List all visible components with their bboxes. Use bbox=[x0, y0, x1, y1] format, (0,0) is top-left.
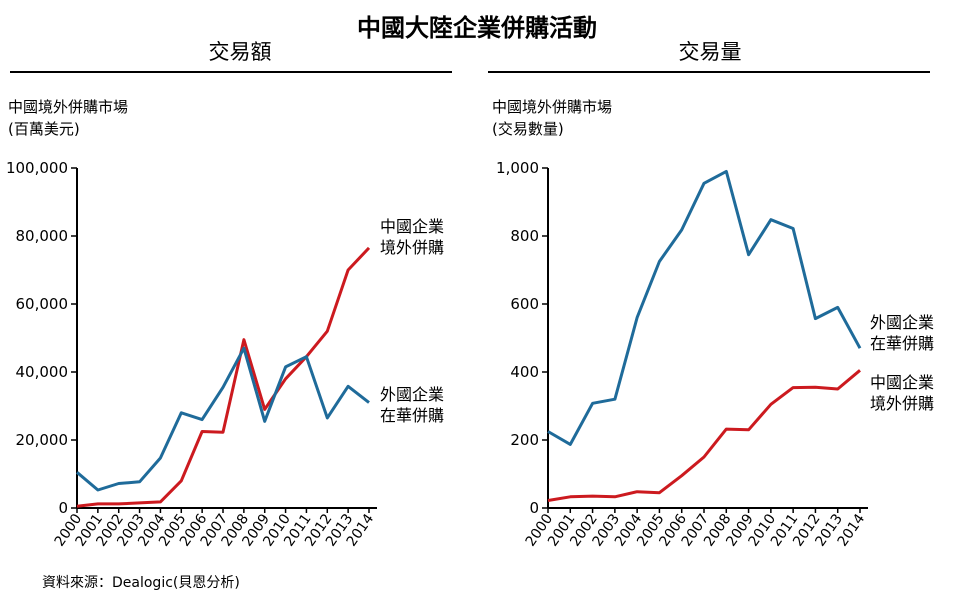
left-series-name-0: 中國企業 bbox=[380, 217, 444, 236]
right-panel-rule bbox=[488, 71, 930, 73]
right-chart: 02004006008001,0002000200120022003200420… bbox=[496, 159, 934, 549]
left-series-name-1: 外國企業 bbox=[380, 385, 444, 404]
right-y-axis-label-line2: (交易數量) bbox=[492, 120, 564, 138]
right-series-name-0: 在華併購 bbox=[870, 334, 934, 353]
left-panel-rule bbox=[10, 71, 452, 73]
right-y-tick-label: 200 bbox=[510, 431, 539, 449]
left-y-tick-label: 80,000 bbox=[16, 227, 69, 245]
right-y-tick-label: 600 bbox=[510, 295, 539, 313]
right-y-tick-label: 800 bbox=[510, 227, 539, 245]
left-y-axis-label: 中國境外併購市場 (百萬美元) bbox=[8, 96, 128, 140]
left-panel-title: 交易額 bbox=[208, 40, 272, 64]
right-y-tick-label: 400 bbox=[510, 363, 539, 381]
right-y-axis-label: 中國境外併購市場 (交易數量) bbox=[492, 96, 612, 140]
left-y-axis-label-line2: (百萬美元) bbox=[8, 120, 80, 138]
left-y-tick-label: 40,000 bbox=[16, 363, 69, 381]
right-series-name-1: 中國企業 bbox=[870, 373, 934, 392]
right-series-line-1 bbox=[547, 369, 861, 502]
left-series-line-0 bbox=[76, 246, 371, 508]
right-y-tick-label: 0 bbox=[529, 499, 539, 517]
right-panel-title: 交易量 bbox=[678, 40, 742, 64]
left-series-name-0: 境外併購 bbox=[380, 238, 444, 257]
left-y-axis-label-line1: 中國境外併購市場 bbox=[8, 98, 129, 116]
right-series-name-1: 境外併購 bbox=[870, 394, 934, 413]
right-y-axis-label-line1: 中國境外併購市場 bbox=[492, 98, 613, 116]
right-y-tick-label: 1,000 bbox=[496, 159, 539, 177]
left-y-tick-label: 60,000 bbox=[16, 295, 69, 313]
source-note: 資料來源：Dealogic(貝恩分析) bbox=[42, 575, 240, 591]
right-series-line-0 bbox=[547, 169, 862, 446]
main-title: 中國大陸企業併購活動 bbox=[357, 13, 597, 42]
left-y-tick-label: 20,000 bbox=[16, 431, 69, 449]
left-series-line-1 bbox=[76, 346, 370, 492]
left-y-tick-label: 0 bbox=[58, 499, 68, 517]
left-y-tick-label: 100,000 bbox=[6, 159, 68, 177]
right-series-name-0: 外國企業 bbox=[870, 313, 934, 332]
left-series-name-1: 在華併購 bbox=[380, 406, 444, 425]
left-chart: 020,00040,00060,00080,000100,00020002001… bbox=[6, 159, 444, 549]
